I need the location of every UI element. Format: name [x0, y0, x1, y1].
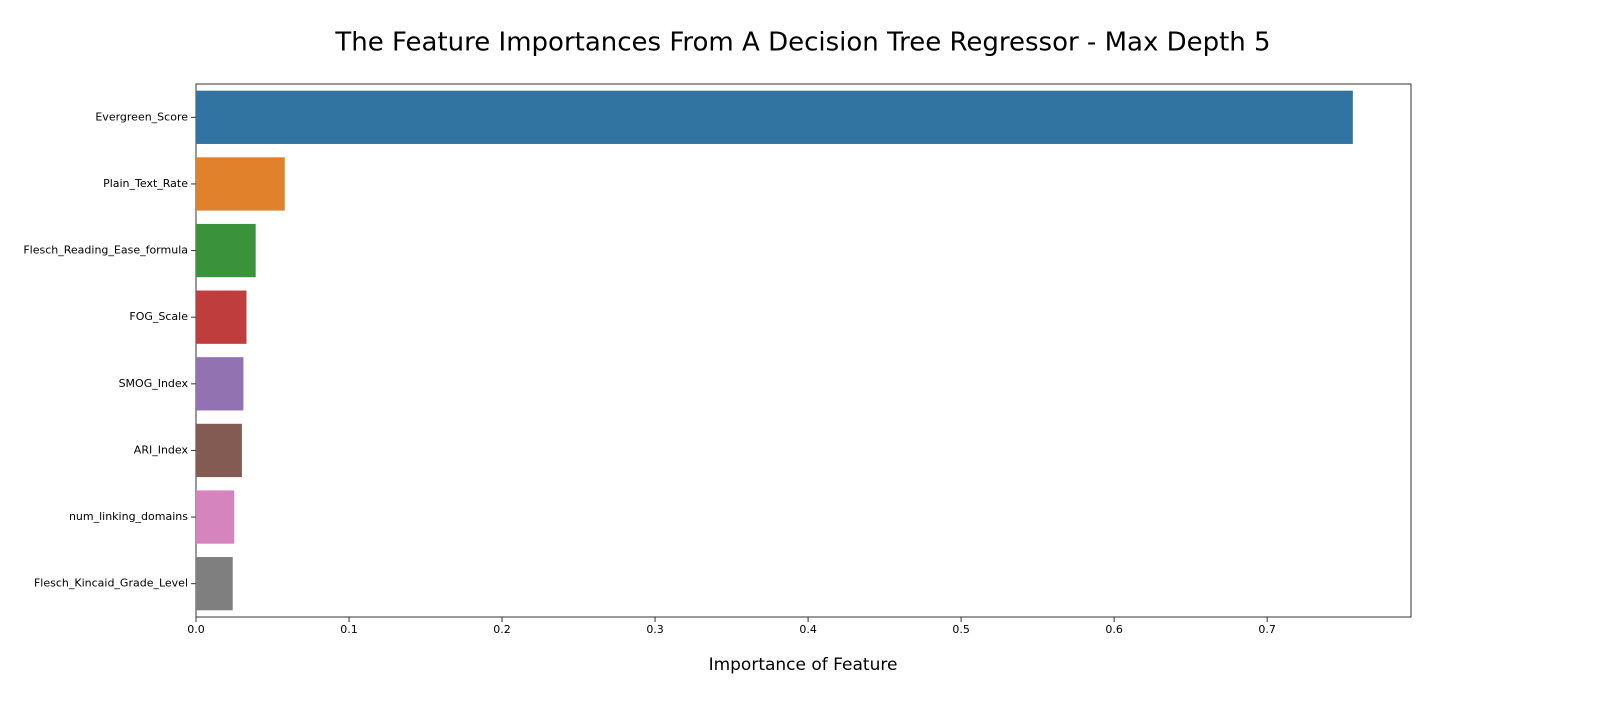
- x-tick-label: 0.7: [1258, 623, 1276, 636]
- y-tick-label: SMOG_Index: [119, 377, 189, 390]
- y-tick-label: num_linking_domains: [69, 510, 188, 523]
- chart-title: The Feature Importances From A Decision …: [334, 28, 1270, 58]
- bar: [196, 423, 242, 478]
- plot-frame: [195, 83, 1412, 618]
- x-tick-label: 0.1: [340, 623, 358, 636]
- bar: [196, 490, 235, 544]
- y-tick-label: Evergreen_Score: [95, 110, 188, 123]
- bar: [196, 223, 256, 278]
- bar: [196, 290, 247, 344]
- y-tick-label: ARI_Index: [134, 443, 189, 456]
- bar: [196, 557, 233, 611]
- x-tick-label: 0.2: [493, 623, 511, 636]
- bar: [196, 157, 285, 211]
- bar: [196, 90, 1353, 144]
- y-tick-label: Plain_Text_Rate: [103, 177, 188, 190]
- y-tick-label: Flesch_Reading_Ease_formula: [23, 244, 188, 257]
- x-tick-label: 0.5: [952, 623, 970, 636]
- bar: [196, 357, 244, 411]
- x-tick-label: 0.0: [187, 623, 205, 636]
- y-tick-label: FOG_Scale: [129, 310, 188, 323]
- x-axis-label: Importance of Feature: [709, 655, 898, 675]
- x-tick-label: 0.4: [799, 623, 817, 636]
- y-tick-label: Flesch_Kincaid_Grade_Level: [34, 577, 188, 590]
- x-tick-label: 0.3: [646, 623, 664, 636]
- x-tick-label: 0.6: [1105, 623, 1123, 636]
